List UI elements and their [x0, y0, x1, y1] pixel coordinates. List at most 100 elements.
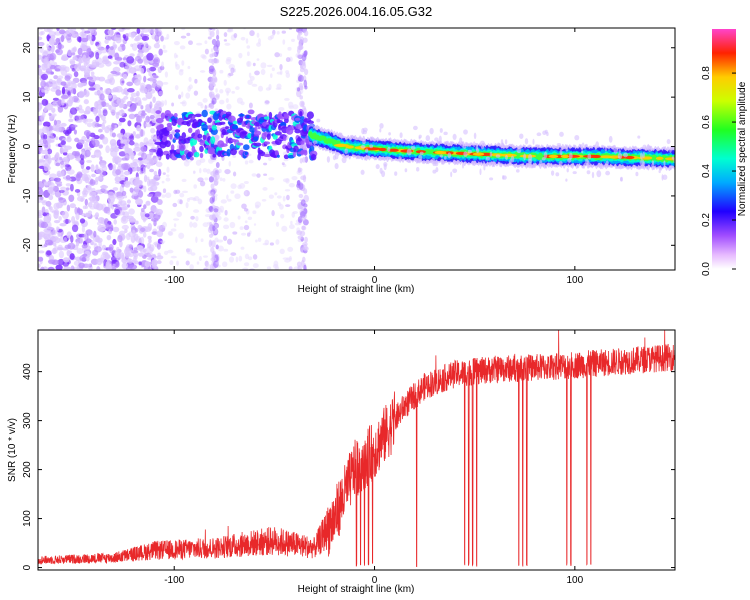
- heatmap-blob: [152, 96, 156, 103]
- heatmap-blob: [57, 75, 64, 79]
- heatmap-blob: [136, 166, 141, 172]
- heatmap-blob: [94, 246, 102, 253]
- heatmap-blob: [369, 144, 374, 149]
- heatmap-blob: [129, 53, 135, 57]
- heatmap-blob: [276, 154, 280, 158]
- heatmap-blob: [153, 174, 161, 181]
- heatmap-blob: [82, 118, 87, 124]
- heatmap-blob: [52, 229, 57, 236]
- heatmap-blob: [296, 33, 301, 41]
- heatmap-blob: [608, 155, 621, 159]
- heatmap-blob: [61, 86, 66, 95]
- heatmap-blob: [45, 86, 51, 92]
- heatmap-blob: [98, 144, 103, 149]
- heatmap-blob: [275, 221, 280, 227]
- spectrogram-x-label: Height of straight line (km): [298, 284, 415, 295]
- heatmap-blob: [139, 87, 148, 94]
- heatmap-blob: [274, 131, 282, 136]
- heatmap-blob: [581, 150, 584, 154]
- heatmap-blob: [154, 103, 160, 110]
- heatmap-blob: [59, 222, 67, 227]
- heatmap-blob: [80, 82, 87, 87]
- heatmap-blob: [72, 266, 81, 270]
- heatmap-blob: [515, 169, 520, 173]
- heatmap-blob: [228, 72, 234, 77]
- heatmap-blob: [208, 176, 214, 183]
- heatmap-blob: [188, 76, 192, 82]
- heatmap-blob: [253, 136, 259, 142]
- heatmap-blob: [59, 156, 63, 161]
- heatmap-blob: [273, 260, 279, 267]
- heatmap-blob: [157, 252, 161, 257]
- heatmap-blob: [562, 154, 569, 158]
- heatmap-blob: [224, 209, 228, 216]
- heatmap-blob: [150, 127, 156, 134]
- heatmap-blob: [151, 157, 159, 161]
- heatmap-blob: [199, 145, 204, 153]
- heatmap-blob: [115, 169, 121, 176]
- heatmap-blob: [102, 251, 109, 256]
- heatmap-blob: [199, 180, 206, 187]
- heatmap-blob: [211, 58, 215, 65]
- heatmap-blob: [293, 145, 299, 153]
- heatmap-blob: [69, 183, 74, 192]
- heatmap-blob: [75, 119, 83, 123]
- heatmap-blob: [53, 202, 60, 211]
- heatmap-blob: [95, 167, 104, 174]
- heatmap-blob: [238, 52, 243, 59]
- heatmap-blob: [261, 199, 267, 202]
- y-tick-label: -20: [22, 238, 33, 253]
- heatmap-blob: [190, 215, 195, 220]
- heatmap-blob: [450, 171, 453, 178]
- heatmap-blob: [459, 137, 463, 144]
- heatmap-blob: [236, 142, 244, 146]
- heatmap-blob: [51, 81, 58, 90]
- heatmap-blob: [43, 163, 49, 172]
- heatmap-blob: [44, 153, 51, 161]
- heatmap-blob: [574, 134, 580, 141]
- heatmap-blob: [86, 76, 94, 80]
- heatmap-blob: [62, 156, 69, 162]
- heatmap-blob: [213, 58, 220, 64]
- heatmap-blob: [206, 168, 211, 174]
- heatmap-blob: [228, 115, 236, 123]
- heatmap-blob: [52, 97, 59, 101]
- colorbar-tick-label: 0.4: [701, 164, 712, 178]
- heatmap-blob: [52, 247, 57, 255]
- colorbar-tick-label: 0.8: [701, 66, 712, 80]
- heatmap-blob: [209, 86, 214, 91]
- heatmap-blob: [140, 249, 145, 253]
- heatmap-blob: [78, 90, 85, 99]
- heatmap-blob: [44, 208, 49, 214]
- heatmap-blob: [247, 256, 253, 261]
- heatmap-blob: [418, 154, 423, 162]
- heatmap-blob: [543, 151, 548, 159]
- heatmap-blob: [148, 238, 152, 244]
- heatmap-blob: [119, 252, 125, 259]
- heatmap-blob: [47, 266, 55, 270]
- heatmap-blob: [222, 261, 228, 268]
- heatmap-blob: [57, 258, 65, 266]
- heatmap-blob: [360, 169, 365, 175]
- heatmap-blob: [84, 205, 89, 209]
- heatmap-blob: [64, 244, 72, 249]
- heatmap-blob: [122, 34, 126, 39]
- heatmap-blob: [161, 180, 165, 184]
- heatmap-blob: [55, 136, 59, 141]
- heatmap-blob: [40, 30, 45, 35]
- heatmap-blob: [95, 115, 100, 123]
- heatmap-blob: [556, 143, 562, 147]
- heatmap-blob: [207, 36, 212, 40]
- heatmap-blob: [104, 39, 109, 44]
- heatmap-blob: [213, 180, 219, 186]
- heatmap-blob: [134, 260, 139, 265]
- heatmap-blob: [95, 203, 104, 211]
- heatmap-blob: [99, 93, 105, 101]
- heatmap-blob: [281, 225, 288, 232]
- heatmap-blob: [146, 162, 151, 170]
- heatmap-blob: [124, 153, 130, 161]
- heatmap-blob: [107, 195, 115, 204]
- heatmap-blob: [100, 21, 108, 27]
- heatmap-blob: [243, 262, 250, 267]
- heatmap-blob: [523, 153, 526, 161]
